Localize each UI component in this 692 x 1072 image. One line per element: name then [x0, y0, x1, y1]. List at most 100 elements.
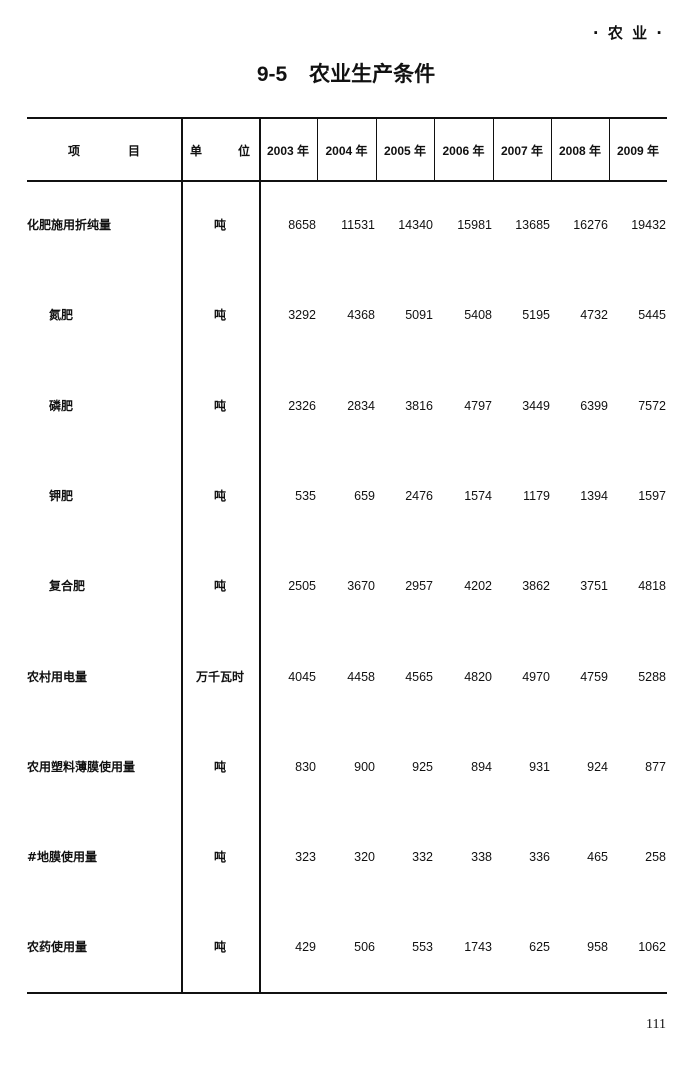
row-value: 894: [471, 759, 492, 774]
row-value: 659: [354, 488, 375, 503]
row-value: 924: [587, 759, 608, 774]
header-year: 2009 年: [616, 143, 660, 158]
row-value: 338: [471, 850, 492, 865]
row-value: 2834: [347, 398, 375, 413]
row-value: 320: [354, 850, 375, 865]
row-unit: 吨: [213, 759, 226, 774]
table-bottom-rule: [27, 992, 667, 994]
row-value: 931: [529, 759, 550, 774]
row-value: 4368: [347, 308, 375, 323]
header-year: 2006 年: [442, 143, 485, 158]
row-item: 钾肥: [49, 488, 74, 503]
table-row: #地膜使用量 吨 323 320 332 338 336 465 258: [27, 847, 667, 867]
header-item: 项 目: [67, 143, 140, 158]
row-item: 化肥施用折纯量: [27, 218, 112, 232]
row-value: 3449: [522, 398, 550, 413]
row-value: 5408: [464, 308, 492, 323]
row-value: 2957: [405, 579, 433, 594]
page-number: 111: [646, 1017, 666, 1032]
column-divider: [181, 118, 183, 993]
row-value: 16276: [573, 218, 608, 232]
row-value: 465: [587, 850, 608, 865]
table-title-text: 农业生产条件: [309, 62, 436, 86]
row-value: 11531: [341, 218, 375, 232]
table-row: 氮肥 吨 3292 4368 5091 5408 5195 4732 5445: [27, 305, 667, 325]
row-value: 1597: [638, 488, 666, 503]
row-value: 15981: [457, 218, 492, 232]
row-value: 7572: [638, 398, 666, 413]
row-item: 农村用电量: [27, 669, 88, 684]
header-year: 2008 年: [558, 143, 602, 158]
row-value: 925: [412, 759, 433, 774]
row-unit: 吨: [213, 398, 226, 413]
row-value: 1179: [523, 488, 550, 503]
row-value: 4818: [638, 579, 666, 594]
row-value: 1574: [464, 488, 492, 503]
row-value: 3862: [522, 579, 550, 594]
row-value: 1743: [464, 940, 492, 955]
row-value: 4565: [405, 669, 433, 684]
row-item: 磷肥: [49, 398, 74, 413]
row-value: 958: [587, 940, 608, 955]
header-divider: [551, 118, 552, 180]
header-divider: [376, 118, 377, 180]
header-divider: [317, 118, 318, 180]
row-value: 323: [295, 850, 316, 865]
row-item: 氮肥: [49, 308, 74, 323]
row-value: 258: [645, 850, 666, 865]
row-value: 2326: [288, 398, 316, 413]
row-item: 复合肥: [49, 579, 86, 594]
row-value: 4797: [464, 398, 492, 413]
row-unit: 万千瓦时: [195, 669, 244, 684]
row-item: #地膜使用量: [27, 850, 98, 865]
table-row: 复合肥 吨 2505 3670 2957 4202 3862 3751 4818: [27, 576, 667, 596]
table-title: 9-5 农业生产条件: [0, 58, 692, 88]
header-divider: [434, 118, 435, 180]
row-value: 2476: [405, 488, 433, 503]
row-unit: 吨: [213, 850, 226, 865]
header-divider: [493, 118, 494, 180]
table-row: 磷肥 吨 2326 2834 3816 4797 3449 6399 7572: [27, 396, 667, 416]
row-value: 1394: [580, 488, 608, 503]
row-value: 3670: [347, 579, 375, 594]
row-unit: 吨: [213, 579, 226, 594]
row-value: 5091: [405, 308, 433, 323]
running-header: · 农 业 ·: [592, 24, 664, 42]
row-value: 5195: [522, 308, 550, 323]
row-unit: 吨: [213, 488, 226, 503]
row-item: 农用塑料薄膜使用量: [27, 759, 136, 774]
row-value: 332: [412, 850, 433, 865]
table-top-rule: [27, 117, 667, 119]
table-row: 钾肥 吨 535 659 2476 1574 1179 1394 1597: [27, 486, 667, 506]
row-value: 336: [529, 850, 550, 865]
row-value: 900: [354, 759, 375, 774]
row-value: 14340: [398, 218, 433, 232]
header-year: 2003 年: [266, 143, 310, 158]
row-value: 3751: [580, 579, 608, 594]
table-row: 农用塑料薄膜使用量 吨 830 900 925 894 931 924 877: [27, 757, 667, 777]
row-value: 506: [354, 940, 375, 955]
row-value: 625: [529, 940, 550, 955]
header-year: 2005 年: [383, 143, 427, 158]
row-value: 1062: [638, 940, 666, 955]
header-year: 2007 年: [500, 143, 544, 158]
row-value: 3816: [405, 398, 433, 413]
table-number: 9-5: [256, 63, 288, 86]
row-value: 4045: [288, 669, 316, 684]
table-row: 农药使用量 吨 429 506 553 1743 625 958 1062: [27, 937, 667, 957]
row-value: 3292: [288, 308, 316, 323]
header-year: 2004 年: [325, 143, 368, 158]
row-value: 13685: [515, 218, 550, 232]
row-value: 877: [645, 759, 666, 774]
row-value: 4759: [580, 669, 608, 684]
row-value: 6399: [580, 398, 608, 413]
table-row: 化肥施用折纯量 吨 8658 11531 14340 15981 13685 16276 194…: [27, 215, 667, 235]
row-value: 4820: [464, 669, 492, 684]
row-value: 2505: [288, 579, 316, 594]
row-value: 19432: [631, 218, 666, 232]
row-item: 农药使用量: [27, 940, 88, 955]
row-value: 830: [295, 759, 316, 774]
header-divider: [609, 118, 610, 180]
row-unit: 吨: [213, 940, 226, 955]
